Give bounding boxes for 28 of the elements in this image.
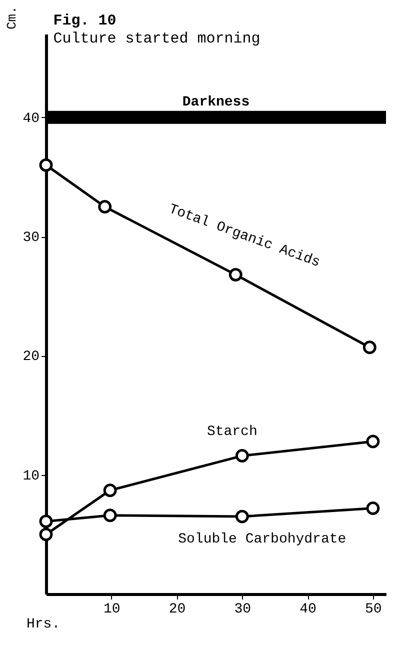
point (366, 434, 380, 448)
y-tick-label: 10 (22, 468, 40, 484)
y-tick-label: 40 (22, 110, 40, 127)
point (39, 158, 53, 172)
series-label: Soluble Carbohydrate (178, 532, 346, 548)
y-tick-label: 20 (22, 349, 40, 366)
series-label: Starch (206, 424, 258, 440)
y-tick-label: 30 (22, 230, 40, 246)
point (103, 484, 117, 498)
point (366, 501, 380, 515)
y-axis-title: Cm. (4, 6, 20, 30)
x-tick-label: 10 (103, 602, 120, 618)
point (103, 508, 117, 522)
x-tick-label: 50 (365, 602, 382, 618)
x-tick-label: 20 (168, 602, 186, 618)
point (39, 514, 53, 528)
x-tick-label: 30 (234, 602, 252, 618)
chart-subtitle: Culture started morning (53, 30, 260, 48)
chart-title: Fig. 10 (53, 12, 116, 30)
x-tick-label: 40 (300, 602, 316, 618)
point (362, 340, 376, 354)
point (235, 449, 249, 463)
point (98, 200, 112, 214)
x-axis-title: Hrs. (26, 616, 60, 632)
point (235, 510, 249, 524)
point (39, 528, 53, 542)
ref-line-label: Darkness (182, 94, 250, 110)
point (228, 268, 242, 282)
